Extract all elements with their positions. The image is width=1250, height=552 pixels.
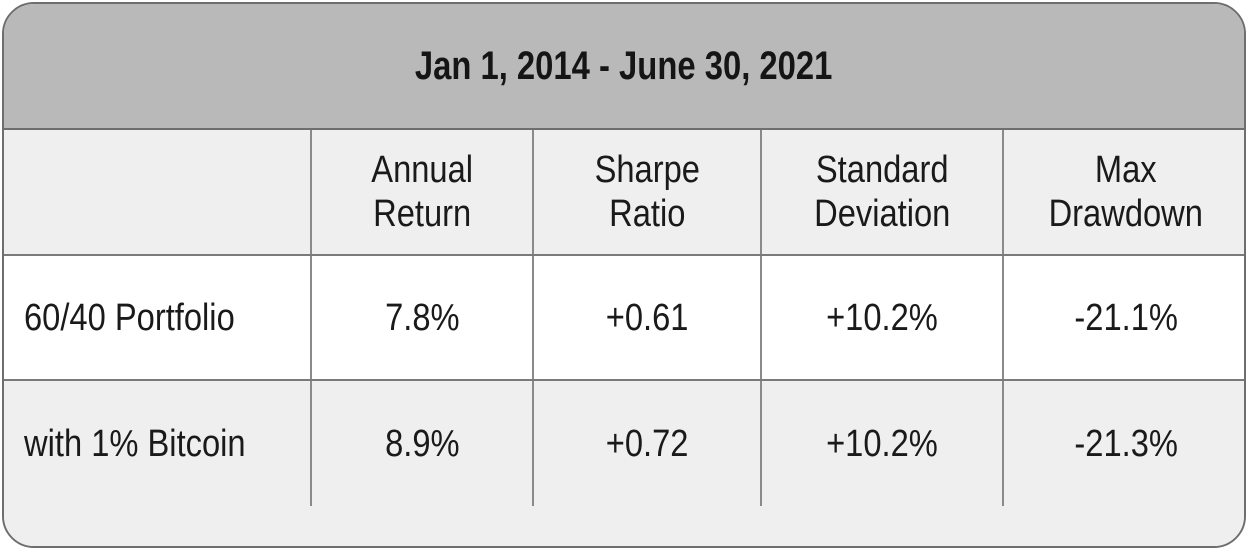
max-drawdown-cell: -21.1% xyxy=(1004,256,1244,379)
row-label: 60/40 Portfolio xyxy=(24,296,235,339)
annual-return-value: 7.8% xyxy=(384,296,460,339)
sharpe-ratio-value: +0.72 xyxy=(605,422,689,465)
header-row: Annual Return Sharpe Ratio Standard Devi… xyxy=(4,130,1244,256)
header-standard-deviation-line2: Deviation xyxy=(813,193,951,235)
header-sharpe-ratio: Sharpe Ratio xyxy=(534,130,762,254)
header-max-drawdown: Max Drawdown xyxy=(1004,130,1244,254)
header-sharpe-ratio-line2: Ratio xyxy=(608,193,686,235)
header-annual-return: Annual Return xyxy=(312,130,534,254)
header-max-drawdown-line1: Max xyxy=(1095,149,1157,191)
header-max-drawdown-line2: Drawdown xyxy=(1048,193,1204,235)
header-annual-return-line2: Return xyxy=(372,193,472,235)
standard-deviation-cell: +10.2% xyxy=(762,381,1004,506)
row-label: with 1% Bitcoin xyxy=(24,422,246,465)
table-grid: Annual Return Sharpe Ratio Standard Devi… xyxy=(4,130,1244,546)
table-row: 60/40 Portfolio 7.8% +0.61 +10.2% -21.1% xyxy=(4,256,1244,381)
max-drawdown-value: -21.3% xyxy=(1074,422,1178,465)
header-standard-deviation: Standard Deviation xyxy=(762,130,1004,254)
annual-return-value: 8.9% xyxy=(384,422,460,465)
max-drawdown-cell: -21.3% xyxy=(1004,381,1244,506)
standard-deviation-value: +10.2% xyxy=(826,422,938,465)
annual-return-cell: 8.9% xyxy=(312,381,534,506)
sharpe-ratio-cell: +0.72 xyxy=(534,381,762,506)
max-drawdown-value: -21.1% xyxy=(1074,296,1178,339)
row-label-cell: with 1% Bitcoin xyxy=(4,381,312,506)
header-empty-cell xyxy=(4,130,312,254)
header-annual-return-line1: Annual xyxy=(371,149,473,191)
table-row: with 1% Bitcoin 8.9% +0.72 +10.2% -21.3% xyxy=(4,381,1244,546)
table-title-bar: Jan 1, 2014 - June 30, 2021 xyxy=(4,4,1244,130)
annual-return-cell: 7.8% xyxy=(312,256,534,379)
standard-deviation-cell: +10.2% xyxy=(762,256,1004,379)
sharpe-ratio-value: +0.61 xyxy=(605,296,689,339)
sharpe-ratio-cell: +0.61 xyxy=(534,256,762,379)
table-title: Jan 1, 2014 - June 30, 2021 xyxy=(415,43,833,88)
header-standard-deviation-line1: Standard xyxy=(815,149,949,191)
standard-deviation-value: +10.2% xyxy=(826,296,938,339)
row-label-cell: 60/40 Portfolio xyxy=(4,256,312,379)
header-sharpe-ratio-line1: Sharpe xyxy=(594,149,700,191)
